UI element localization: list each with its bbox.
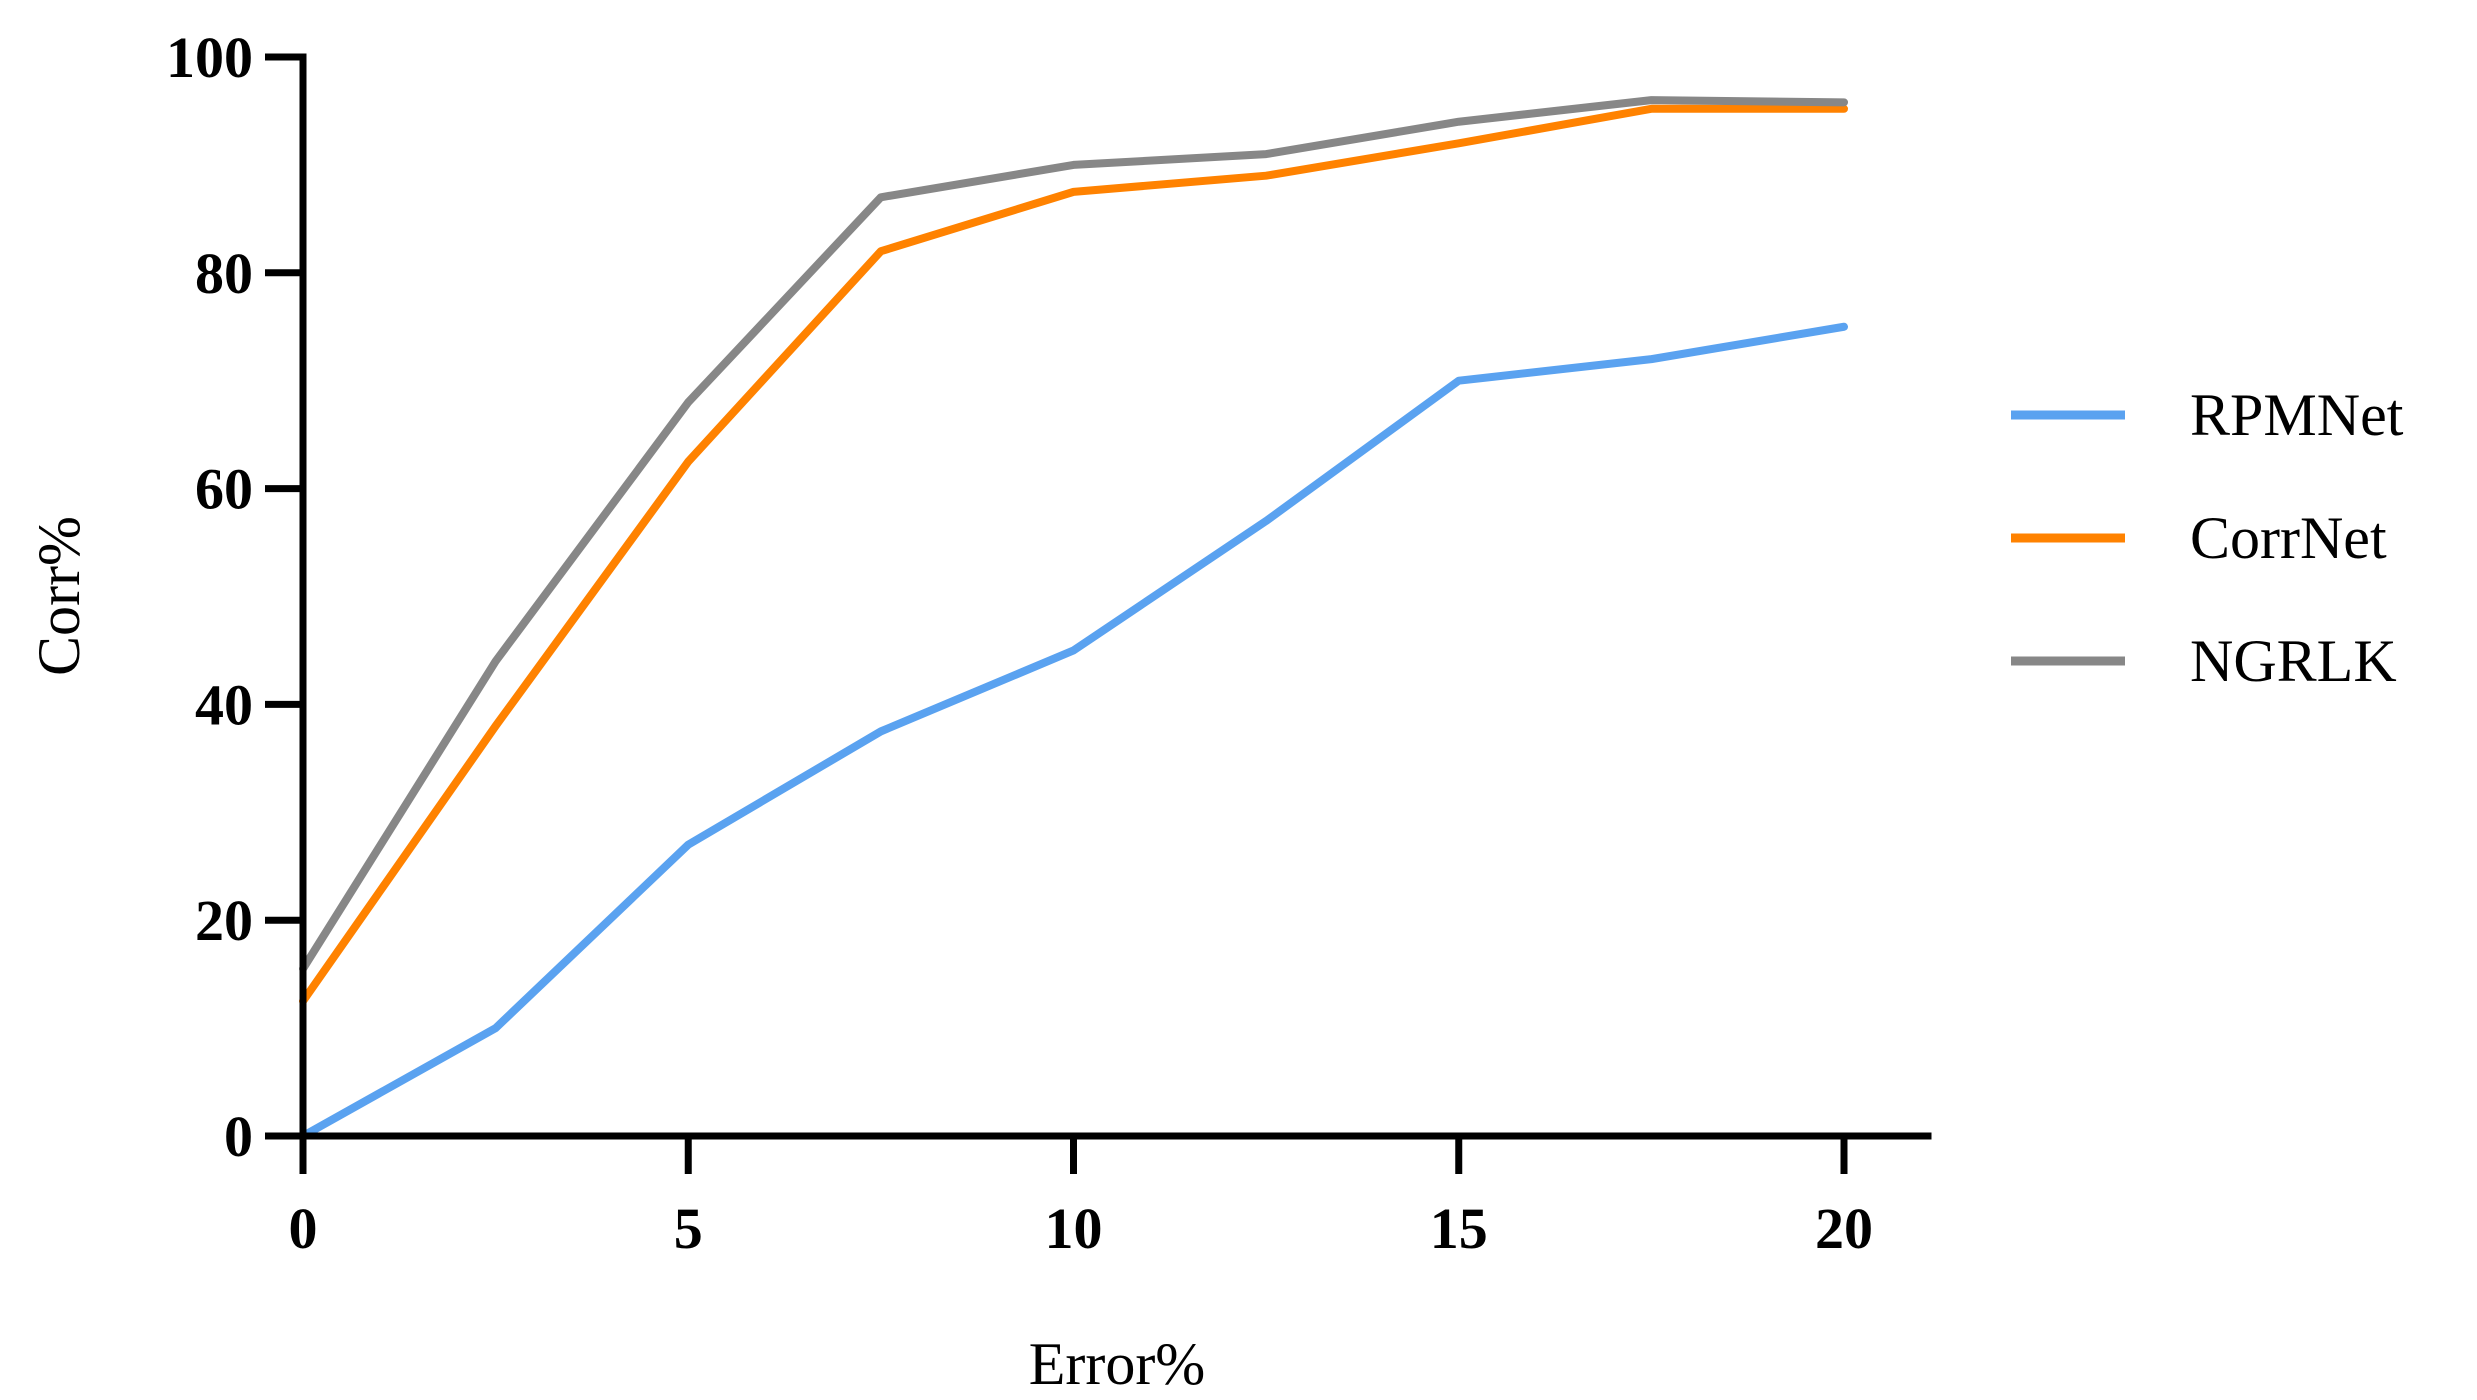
legend: RPMNet CorrNet NGRLK <box>2011 382 2404 694</box>
series-layer <box>299 96 1848 1140</box>
y-tick-label: 20 <box>195 888 253 953</box>
x-axis-title: Error% <box>1029 1331 1206 1397</box>
ticks: 0 20 40 60 80 100 0 5 10 15 20 <box>166 25 1873 1261</box>
y-tick-label: 40 <box>195 672 253 737</box>
axes <box>299 53 1932 1140</box>
legend-label-rpmnet: RPMNet <box>2190 382 2404 448</box>
x-tick-label: 20 <box>1815 1196 1873 1261</box>
series-line-ngrlk <box>299 96 1848 973</box>
y-tick-label: 0 <box>224 1104 253 1169</box>
series-line-rpmnet <box>299 322 1848 1140</box>
x-tick-label: 15 <box>1430 1196 1488 1261</box>
x-tick-label: 10 <box>1045 1196 1103 1261</box>
legend-label-ngrlk: NGRLK <box>2190 628 2397 694</box>
y-axis-title: Corr% <box>26 516 92 676</box>
y-tick-label: 100 <box>166 25 253 90</box>
x-tick-label: 0 <box>289 1196 318 1261</box>
legend-label-corrnet: CorrNet <box>2190 505 2387 571</box>
series-line-corrnet <box>299 104 1848 1006</box>
x-tick-label: 5 <box>674 1196 703 1261</box>
y-tick-label: 60 <box>195 457 253 522</box>
y-tick-label: 80 <box>195 241 253 306</box>
